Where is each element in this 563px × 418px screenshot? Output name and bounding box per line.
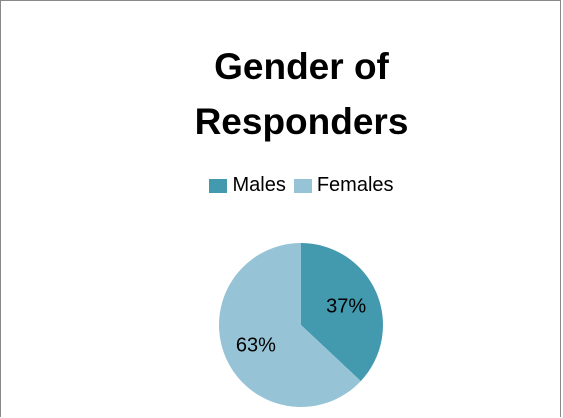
legend-item-females: Females (293, 174, 394, 197)
pie-slice-females (218, 243, 361, 407)
chart-title-line-1: Gender of (214, 46, 389, 87)
legend-label-females: Females (316, 174, 394, 196)
pie-slice-males (301, 243, 383, 382)
legend-item-males: Males (209, 174, 286, 197)
legend-swatch-males (209, 178, 228, 193)
chart-title: Gender of Responders (1, 39, 563, 149)
legend-label-males: Males (232, 174, 286, 196)
chart-legend: Males Females (1, 174, 563, 197)
pie-label-females: 63% (236, 335, 276, 357)
legend-swatch-females (293, 178, 312, 193)
chart-title-line-2: Responders (194, 101, 409, 142)
pie-label-males: 37% (326, 295, 366, 317)
